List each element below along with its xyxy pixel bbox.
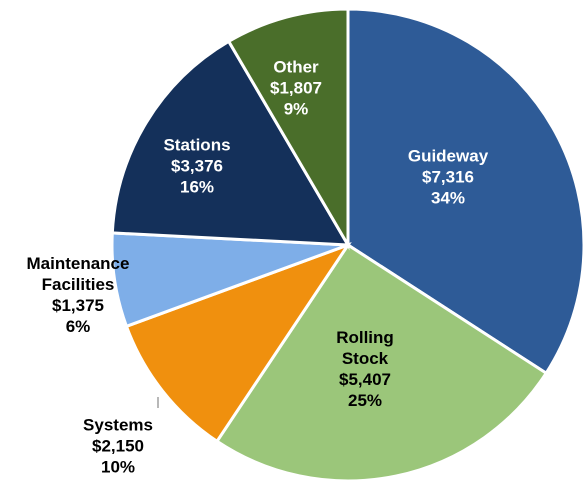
percent-label: 25%	[347, 391, 383, 410]
category-label: Maintenance Facilities	[26, 254, 130, 294]
value-label: $1,807	[270, 78, 322, 98]
category-label: Rolling Stock	[336, 328, 394, 368]
category-label: Stations	[163, 135, 231, 155]
slice-label: Rolling Stock $5,407 25%	[320, 327, 410, 411]
category-label: Guideway	[407, 146, 489, 166]
pie-slice	[110, 39, 351, 247]
value-label: $1,375	[52, 296, 104, 315]
percent-label: 9%	[283, 99, 309, 119]
slice-label: Stations $3,376 16%	[137, 135, 257, 198]
value-label: $5,407	[339, 370, 391, 389]
percent-label: 10%	[100, 457, 136, 477]
pie-slice	[214, 242, 549, 482]
percent-label: 34%	[430, 188, 466, 208]
pie-slice	[124, 242, 352, 444]
value-label: $3,376	[171, 156, 223, 176]
slice-label: Guideway $7,316 34%	[388, 146, 508, 209]
category-label: Systems	[83, 415, 153, 435]
slice-label: Systems $2,150 10%	[58, 415, 178, 478]
slice-label: Other $1,807 9%	[251, 57, 341, 120]
percent-label: 16%	[179, 177, 215, 197]
value-label: $7,316	[422, 167, 474, 187]
category-label: Other	[273, 57, 319, 77]
percent-label: 6%	[65, 317, 91, 336]
slice-label: Maintenance Facilities $1,375 6%	[8, 253, 148, 337]
value-label: $2,150	[92, 436, 144, 456]
pie-slice	[226, 7, 350, 251]
